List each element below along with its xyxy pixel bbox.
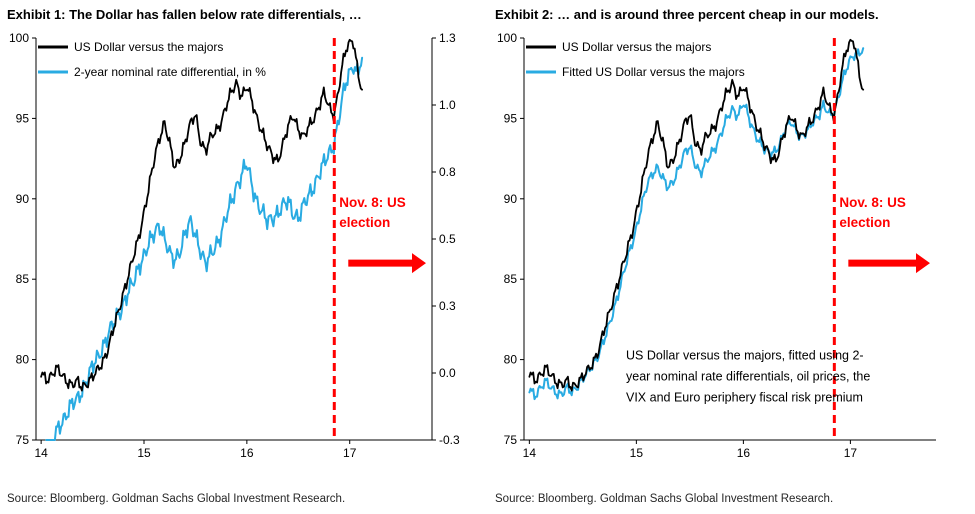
y-left-tick-label: 85 [504,272,518,286]
x-tick-label: 14 [34,446,48,460]
legend-label: Fitted US Dollar versus the majors [562,65,745,79]
y-left-tick-label: 95 [504,111,518,125]
exhibit-1-title: Exhibit 1: The Dollar has fallen below r… [7,7,362,22]
legend-label: 2-year nominal rate differential, in % [74,65,266,79]
y-left-tick-label: 75 [16,433,30,447]
y-left-tick-label: 100 [9,31,29,45]
election-annotation-line1: Nov. 8: US [839,195,906,210]
series-line-us-dollar [40,38,363,392]
y-right-tick-label: 0.3 [439,299,456,313]
exhibit-1-chart: 75 80 85 90 95 100 1.3 1.0 0.8 0.5 0.3 0.0 -0.3 14 15 1… [9,31,460,460]
exhibit-2-title: Exhibit 2: … and is around three percent… [495,7,879,22]
exhibit-2-panel: Exhibit 2: … and is around three percent… [488,0,975,514]
exhibit-2-chart: 75 80 85 90 95 100 14 15 16 17 Nov. 8: US election U… [497,31,936,460]
y-left-tick-label: 90 [16,192,30,206]
y-left-tick-label: 85 [16,272,30,286]
legend-label: US Dollar versus the majors [562,40,711,54]
exhibit-2-source: Source: Bloomberg. Goldman Sachs Global … [495,493,834,505]
y-left-tick-label: 100 [497,31,517,45]
exhibit-1-panel: Exhibit 1: The Dollar has fallen below r… [0,0,487,514]
election-arrow-icon [348,253,426,274]
model-note-line: VIX and Euro periphery fiscal risk premi… [626,391,863,405]
election-annotation-line2: election [839,215,890,230]
x-tick-label: 15 [630,446,644,460]
series-line-us-dollar [528,38,865,392]
y-right-tick-label: 1.0 [439,98,456,112]
model-note-line: year nominal rate differentials, oil pri… [626,370,870,384]
y-right-tick-label: 0.5 [439,232,456,246]
y-left-tick-label: 75 [504,433,518,447]
y-right-tick-label: 0.8 [439,165,456,179]
election-arrow-icon [848,253,930,274]
x-tick-label: 16 [737,446,751,460]
y-left-tick-label: 95 [16,111,30,125]
x-tick-label: 17 [844,446,858,460]
y-right-tick-label: 1.3 [439,31,456,45]
y-right-tick-label: 0.0 [439,366,456,380]
y-left-tick-label: 80 [16,353,30,367]
y-left-tick-label: 80 [504,353,518,367]
x-tick-label: 15 [137,446,151,460]
series-line-rate-differential [45,56,364,441]
y-right-tick-label: -0.3 [439,433,460,447]
exhibit-1-source: Source: Bloomberg. Goldman Sachs Global … [7,493,346,505]
x-tick-label: 16 [240,446,254,460]
election-annotation-line1: Nov. 8: US [339,195,406,210]
y-left-tick-label: 90 [504,192,518,206]
legend-label: US Dollar versus the majors [74,40,223,54]
x-tick-label: 14 [523,446,537,460]
model-note-line: US Dollar versus the majors, fitted usin… [626,349,864,363]
x-tick-label: 17 [343,446,357,460]
election-annotation-line2: election [339,215,390,230]
series-line-fitted-dollar [528,47,865,401]
